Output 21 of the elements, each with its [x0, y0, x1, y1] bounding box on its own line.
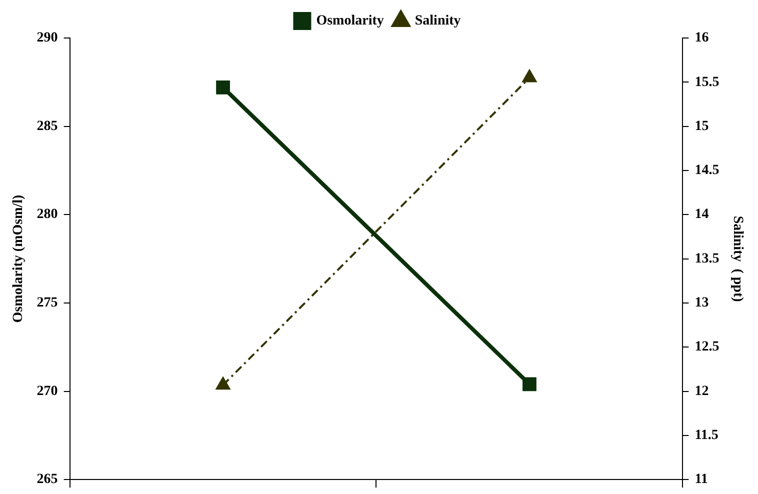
y-tick-label: 285: [36, 118, 58, 134]
y-tick-label: 270: [36, 384, 58, 399]
y2-tick-label: 14: [694, 207, 709, 222]
y2-tick-label: 12: [694, 384, 709, 399]
y-tick-label: 265: [36, 472, 58, 488]
legend-label: Osmolarity: [316, 14, 384, 29]
y2-tick-label: 11.5: [694, 428, 718, 444]
y2-tick-label: 15.5: [694, 74, 720, 90]
y2-axis-title: Salinity ( ppt): [730, 216, 745, 302]
y2-tick-label: 15: [694, 118, 709, 134]
y-tick-label: 280: [36, 207, 58, 222]
y2-tick-label: 13: [694, 296, 709, 311]
y-tick-label: 275: [36, 296, 58, 311]
y2-tick-label: 13.5: [694, 251, 720, 266]
y2-tick-label: 11: [694, 472, 708, 488]
y2-tick-label: 12.5: [694, 340, 720, 355]
y2-tick-label: 14.5: [694, 163, 720, 178]
y-tick-label: 290: [36, 30, 58, 46]
y2-tick-label: 16: [694, 30, 709, 46]
y-axis-title: Osmolarity (mOsm/l): [11, 194, 26, 323]
legend-label: Salinity: [414, 14, 461, 29]
